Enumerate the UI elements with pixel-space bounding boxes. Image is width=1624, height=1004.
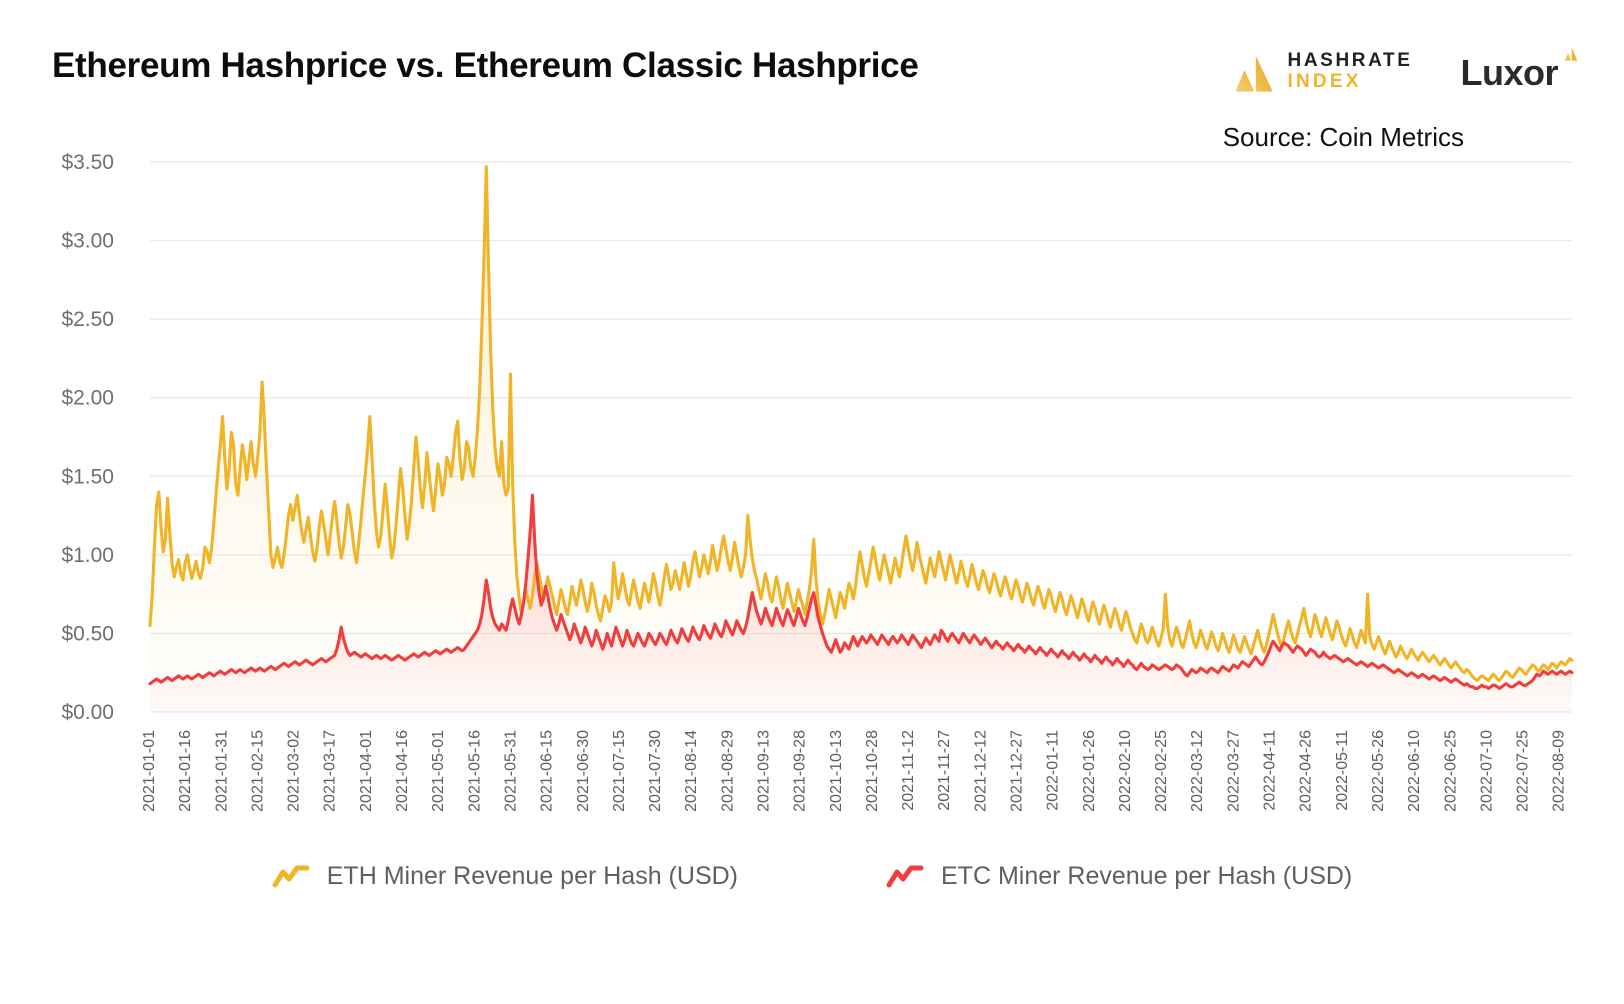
hashrate-word: HASHRATE — [1287, 50, 1413, 72]
x-axis-tick-label: 2022-06-25 — [1442, 730, 1459, 812]
legend-item-eth[interactable]: ETH Miner Revenue per Hash (USD) — [272, 862, 738, 891]
x-axis-tick-label: 2021-09-13 — [756, 730, 773, 812]
luxor-logo: Luxor — [1460, 47, 1579, 94]
legend-label-etc: ETC Miner Revenue per Hash (USD) — [941, 862, 1353, 890]
x-axis-tick-label: 2021-03-17 — [322, 730, 339, 812]
x-axis-tick-label: 2022-08-09 — [1551, 730, 1568, 812]
x-axis-tick-label: 2021-04-01 — [358, 730, 375, 812]
x-axis-tick-label: 2022-02-10 — [1117, 730, 1134, 812]
page-title: Ethereum Hashprice vs. Ethereum Classic … — [52, 46, 919, 85]
y-axis-tick-label: $1.50 — [61, 465, 114, 488]
x-axis-tick-label: 2021-07-30 — [647, 730, 664, 812]
brand-block: HASHRATE INDEX Luxor — [1232, 47, 1579, 94]
x-axis-tick-label: 2021-11-12 — [900, 730, 917, 811]
series-area-fills — [150, 166, 1572, 712]
index-word: INDEX — [1287, 71, 1362, 92]
y-axis-tick-label: $0.00 — [61, 701, 114, 724]
x-axis-tick-label: 2022-02-25 — [1153, 730, 1170, 812]
x-axis-tick-label: 2021-10-28 — [864, 730, 881, 812]
legend-item-etc[interactable]: ETC Miner Revenue per Hash (USD) — [886, 862, 1352, 891]
y-axis-ticks: $0.00 $0.50 $1.00 $1.50 $2.00 $2.50 $3.00 $3.50 — [61, 151, 114, 724]
x-axis-tick-label: 2022-04-26 — [1298, 730, 1315, 812]
y-axis-tick-label: $1.00 — [61, 544, 114, 567]
x-axis-tick-label: 2021-04-16 — [394, 730, 411, 812]
y-axis-tick-label: $3.00 — [61, 230, 114, 253]
x-axis-tick-label: 2022-03-27 — [1225, 730, 1242, 812]
x-axis-tick-label: 2021-12-27 — [1009, 730, 1026, 812]
x-axis-tick-label: 2022-04-11 — [1262, 730, 1279, 811]
hashrate-index-wordmark: HASHRATE INDEX — [1288, 51, 1413, 92]
series-area-etc — [150, 495, 1572, 712]
x-axis-tick-label: 2021-03-02 — [286, 730, 303, 812]
x-axis-tick-label: 2021-02-15 — [249, 730, 266, 812]
hashrate-index-mountain-icon — [1235, 54, 1272, 92]
x-axis-tick-label: 2021-01-16 — [177, 730, 194, 812]
x-axis-tick-label: 2021-05-31 — [503, 730, 520, 812]
series-line-etc — [148, 493, 1574, 690]
source-note: Source: Coin Metrics — [1222, 122, 1464, 152]
series-line-eth — [148, 165, 1574, 683]
eth-line-marker-icon — [272, 865, 310, 887]
y-axis-tick-label: $3.50 — [61, 151, 114, 174]
luxor-triangle-icon — [1564, 47, 1578, 61]
x-axis-tick-label: 2021-12-12 — [972, 730, 989, 812]
x-axis-tick-label: 2021-05-01 — [430, 730, 447, 812]
x-axis-tick-label: 2022-06-10 — [1406, 730, 1423, 812]
legend-label-eth: ETH Miner Revenue per Hash (USD) — [326, 862, 738, 890]
x-axis-tick-label: 2022-01-26 — [1081, 730, 1098, 812]
y-axis-tick-label: $0.50 — [61, 622, 114, 645]
x-axis-tick-label: 2022-07-10 — [1478, 730, 1495, 812]
hashrate-index-logo: HASHRATE INDEX — [1232, 50, 1413, 94]
x-axis-tick-label: 2021-05-16 — [466, 730, 483, 812]
y-axis-tick-label: $2.50 — [61, 308, 114, 331]
etc-line-marker-icon — [886, 865, 924, 887]
x-axis-tick-label: 2021-01-01 — [141, 730, 158, 812]
x-axis-tick-label: 2022-03-12 — [1189, 730, 1206, 812]
x-axis-tick-label: 2021-10-13 — [828, 730, 845, 812]
x-axis-tick-label: 2022-01-11 — [1045, 730, 1062, 811]
x-axis-tick-label: 2021-01-31 — [213, 730, 230, 812]
x-axis-tick-label: 2022-07-25 — [1515, 730, 1532, 812]
x-axis-tick-label: 2022-05-11 — [1334, 730, 1351, 811]
x-axis-tick-label: 2021-06-30 — [575, 730, 592, 812]
x-axis-tick-label: 2021-07-15 — [611, 730, 628, 812]
luxor-wordmark: Luxor — [1460, 52, 1558, 93]
x-axis-tick-label: 2021-09-28 — [792, 730, 809, 812]
x-axis-tick-label: 2021-08-14 — [683, 730, 700, 812]
x-axis-tick-label: 2021-06-15 — [539, 730, 556, 812]
x-axis-tick-label: 2021-11-27 — [936, 730, 953, 811]
x-axis-tick-label: 2022-05-26 — [1370, 730, 1387, 812]
series-lines — [148, 165, 1574, 690]
y-axis-tick-label: $2.00 — [61, 387, 114, 410]
x-axis-ticks: 2021-01-01 2021-01-16 2021-01-31 2021-02-15… — [141, 730, 1568, 812]
series-area-eth — [150, 166, 1572, 712]
chart-legend: ETH Miner Revenue per Hash (USD) ETC Min… — [0, 862, 1624, 891]
x-axis-tick-label: 2021-08-29 — [719, 730, 736, 812]
